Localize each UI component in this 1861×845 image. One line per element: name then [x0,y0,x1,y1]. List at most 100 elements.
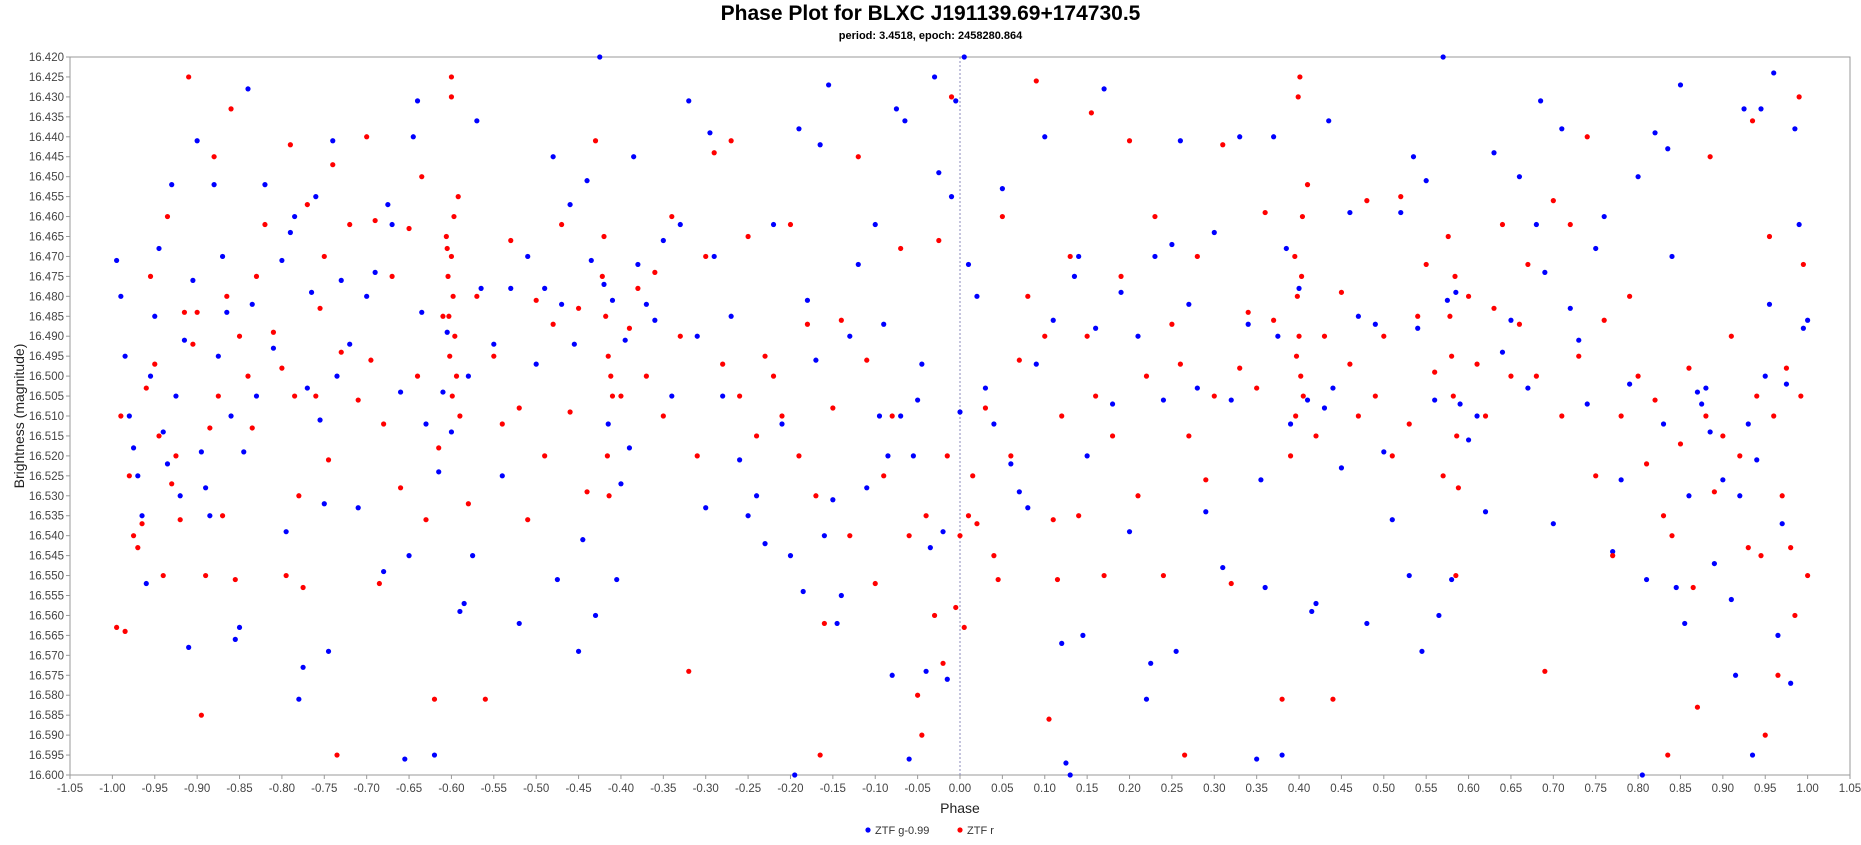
ztf-g-point [1237,134,1243,140]
ztf-g-point [618,481,624,487]
ztf-g-point [1389,517,1395,523]
ztf-r-point [1440,473,1446,479]
y-axis-ticks: 16.420 16.425 16.430 16.435 16.440 16.445 16.4… [29,52,70,782]
ztf-r-point [1347,361,1353,367]
ztf-g-point [830,497,836,503]
ztf-r-point [1703,413,1709,419]
ztf-g-point [1788,680,1794,686]
ztf-r-point [499,421,505,427]
ztf-g-point [940,529,946,535]
legend-label: ZTF g-0.99 [875,825,929,837]
x-tick-label: -0.90 [184,783,210,795]
y-tick-label: 16.600 [29,770,64,782]
ztf-r-point [1169,321,1175,327]
ztf-r-point [1292,253,1298,260]
ztf-g-point [465,373,471,379]
ztf-g-point [1109,401,1116,407]
ztf-g-point [334,373,340,379]
ztf-r-point [1220,142,1226,148]
ztf-g-point [1550,521,1556,527]
ztf-r-point [228,106,234,112]
ztf-r-point [1054,576,1061,583]
ztf-r-point [1016,357,1022,363]
x-tick-label: -1.05 [57,783,83,795]
y-tick-label: 16.480 [29,291,64,303]
ztf-r-point [1805,572,1811,579]
ztf-r-point [508,237,514,244]
ztf-r-point [881,473,887,479]
ztf-g-point [626,445,633,451]
ztf-g-point [1338,465,1345,471]
ztf-g-point [923,668,929,674]
ztf-g-point [864,485,870,491]
ztf-r-point [1796,94,1802,100]
ztf-g-point [919,361,925,367]
ztf-g-point [1732,672,1739,678]
x-axis-label: Phase [940,800,980,816]
y-tick-label: 16.585 [29,710,64,722]
ztf-g-point [207,513,213,519]
ztf-r-point [198,712,204,718]
y-tick-label: 16.515 [29,431,64,443]
ztf-g-point [847,333,853,339]
ztf-r-point [1177,361,1183,367]
ztf-r-point [449,393,455,399]
ztf-r-point [1126,138,1133,144]
ztf-r-point [635,285,641,291]
ztf-g-point [1805,317,1811,323]
ztf-g-point [609,297,616,303]
ztf-g-point [567,201,573,208]
ztf-g-point [694,333,700,339]
ztf-g-point [575,648,582,654]
ztf-g-point [927,545,933,551]
ztf-g-point [1686,493,1692,499]
ztf-r-point [965,513,972,519]
ztf-g-point [1800,325,1806,331]
ztf-r-point [445,273,451,279]
ztf-g-point [1143,696,1150,702]
ztf-g-point [834,620,840,627]
ztf-r-point [1788,545,1794,551]
ztf-g-point [1067,772,1073,778]
ztf-r-point [1160,572,1167,579]
ztf-g-point [525,253,531,260]
ztf-r-point [592,138,599,144]
ztf-r-point [559,221,565,228]
ztf-g-point [1203,509,1209,515]
plot-area [69,56,1851,776]
ztf-r-point [450,293,456,299]
ztf-g-point [826,82,832,88]
ztf-g-point [1372,321,1378,327]
ztf-g-point [1601,213,1607,220]
ztf-g-point [236,624,243,631]
ztf-g-point [855,261,861,268]
ztf-r-point [906,533,912,539]
ztf-g-point [194,138,200,144]
ztf-r-point [1299,213,1306,220]
y-tick-label: 16.545 [29,551,64,563]
ztf-g-point [147,373,154,379]
ztf-r-point [436,445,442,451]
ztf-r-point [452,333,458,339]
y-tick-label: 16.490 [29,331,64,343]
ztf-r-point [1686,365,1692,371]
ztf-g-point [770,221,777,228]
x-tick-label: -0.30 [693,783,719,795]
ztf-g-point [304,385,310,391]
ztf-g-point [457,608,463,615]
ztf-g-point [677,221,683,228]
ztf-r-point [122,628,128,635]
ztf-r-point [1508,373,1514,379]
ztf-r-point [1321,333,1328,339]
ztf-r-point [999,213,1005,220]
ztf-r-point [1406,421,1412,427]
ztf-r-point [1453,572,1459,579]
ztf-r-point [1593,473,1599,479]
ztf-g-point [1771,70,1777,76]
ztf-r-point [1618,413,1624,419]
ztf-r-point [347,221,353,228]
ztf-r-point [584,489,590,495]
ztf-g-point [999,186,1005,192]
ztf-r-point [169,481,175,487]
y-tick-label: 16.425 [29,72,64,84]
